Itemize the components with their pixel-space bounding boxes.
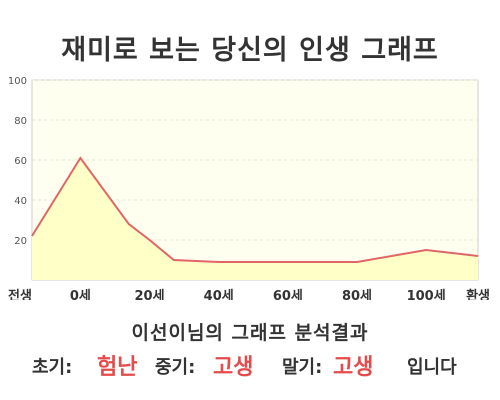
y-tick-label: 80 [14, 116, 27, 127]
x-tick-label: 전생 [8, 288, 32, 300]
early-value: 험난 [97, 355, 138, 380]
x-tick-label: 40세 [204, 289, 234, 300]
late-label: 말기: [282, 357, 323, 378]
x-axis: 전생 0세 20세 40세 60세 80세 100세 환생 [8, 288, 490, 300]
y-tick-label: 20 [14, 236, 27, 247]
middle-label: 중기: [155, 357, 196, 378]
late-value: 고생 [333, 355, 374, 380]
y-tick-label: 60 [14, 156, 27, 167]
y-axis: 20 40 60 80 100 [8, 76, 27, 247]
x-tick-label: 100세 [407, 289, 446, 300]
x-tick-label: 0세 [70, 289, 91, 300]
life-line [31, 156, 479, 263]
y-tick-label: 40 [14, 196, 27, 207]
x-tick-label: 환생 [466, 288, 490, 300]
life-graph-chart: 20 40 60 80 100 전생 0세 20세 40세 60세 80세 100세 환생 [8, 76, 490, 300]
result-suffix: 입니다 [407, 357, 457, 378]
x-tick-label: 60세 [273, 289, 303, 300]
analysis-subtitle: 이선이님의 그래프 분석결과 [131, 322, 369, 344]
x-tick-label: 20세 [135, 289, 165, 300]
life-area-fill [32, 158, 478, 280]
chart-title: 재미로 보는 당신의 인생 그래프 [61, 35, 439, 66]
middle-value: 고생 [213, 355, 254, 380]
analysis-result: 초기: 험난 중기: 고생 말기: 고생 입니다 [0, 345, 500, 381]
early-label: 초기: [32, 357, 73, 378]
y-tick-label: 100 [8, 76, 27, 87]
x-tick-label: 80세 [342, 289, 372, 300]
